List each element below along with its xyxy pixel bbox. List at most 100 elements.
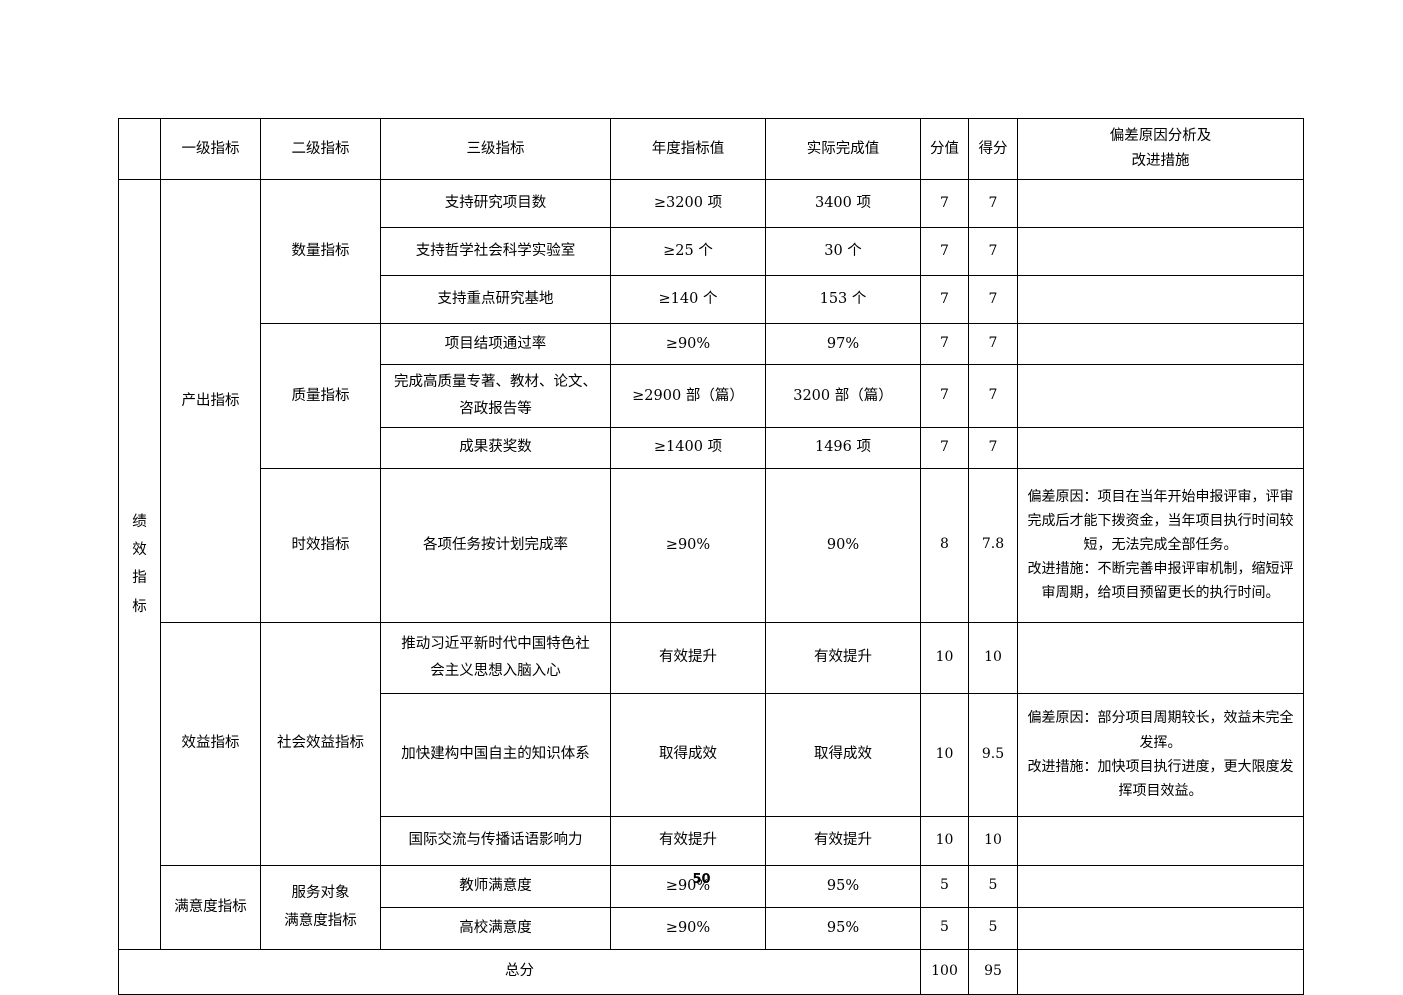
indicator-name: 支持重点研究基地 — [380, 275, 611, 324]
score-earned: 10 — [968, 621, 1018, 694]
indicator-name: 完成高质量专著、教材、论文、 咨政报告等 — [380, 364, 611, 428]
table-row: 成果获奖数 ≥1400 项 1496 项 7 7 — [119, 426, 1304, 469]
indicator-name: 支持哲学社会科学实验室 — [380, 227, 611, 276]
table-row: 效益指标 社会效益指标 推动习近平新时代中国特色社 会主义思想入脑入心 有效提升… — [119, 621, 1304, 866]
score-earned: 7 — [968, 275, 1018, 324]
actual-completed-value: 1496 项 — [765, 426, 921, 469]
deviation-note — [1017, 815, 1304, 866]
subgroup-quantity-indicator: 数量指标 — [260, 179, 381, 324]
annual-target-value: ≥25 个 — [610, 227, 766, 276]
table-row: 加快建构中国自主的知识体系 取得成效 取得成效 10 9.5 偏差原因：部分项目… — [119, 692, 1304, 817]
score-value: 10 — [920, 815, 969, 866]
subgroup-quality-indicator: 质量指标 — [260, 323, 381, 469]
annual-target-value: ≥140 个 — [610, 275, 766, 324]
score-value: 7 — [920, 364, 969, 428]
vertical-char-2: 效 — [132, 542, 147, 559]
deviation-note — [1017, 364, 1304, 428]
score-value: 5 — [920, 906, 969, 950]
performance-table-container: 一级指标 二级指标 三级指标 年度指标值 实际完成值 分值 得分 偏差原因分析及… — [118, 118, 1304, 995]
score-earned: 7.8 — [968, 467, 1018, 623]
annual-target-value: 有效提升 — [610, 815, 766, 866]
improvement-measure: 改进措施：不断完善申报评审机制，缩短评审周期，给项目预留更长的执行时间。 — [1027, 561, 1294, 602]
indicator-name-line1: 推动习近平新时代中国特色社 — [401, 635, 590, 652]
header-level1: 一级指标 — [160, 118, 261, 180]
deviation-note — [1017, 323, 1304, 365]
performance-indicator-table: 一级指标 二级指标 三级指标 年度指标值 实际完成值 分值 得分 偏差原因分析及… — [118, 118, 1304, 995]
header-corner-blank — [118, 118, 161, 180]
indicator-name: 加快建构中国自主的知识体系 — [380, 692, 611, 817]
header-level3: 三级指标 — [380, 118, 611, 180]
score-earned: 7 — [968, 323, 1018, 365]
table-row: 支持哲学社会科学实验室 ≥25 个 30 个 7 7 — [119, 227, 1304, 276]
vertical-char-3: 指 — [132, 570, 147, 587]
deviation-note: 偏差原因：项目在当年开始申报评审，评审完成后才能下拨资金，当年项目执行时间较短，… — [1017, 467, 1304, 623]
group-output-indicator: 产出指标 — [160, 179, 261, 623]
group-benefit-indicator: 效益指标 — [160, 621, 261, 866]
indicator-name-line1: 完成高质量专著、教材、论文、 — [394, 374, 597, 390]
subgroup-social-benefit-indicator: 社会效益指标 — [260, 621, 381, 866]
deviation-note — [1017, 179, 1304, 228]
score-value: 10 — [920, 692, 969, 817]
actual-completed-value: 有效提升 — [765, 815, 921, 866]
group-satisfaction-indicator: 满意度指标 — [160, 864, 261, 950]
table-row: 满意度指标 服务对象 满意度指标 教师满意度 ≥90% 95% 5 5 — [119, 864, 1304, 950]
row-label-performance-indicator: 绩 效 指 标 — [118, 179, 161, 950]
table-header-row: 一级指标 二级指标 三级指标 年度指标值 实际完成值 分值 得分 偏差原因分析及… — [118, 118, 1304, 180]
score-earned: 7 — [968, 179, 1018, 228]
score-earned: 5 — [968, 906, 1018, 950]
actual-completed-value: 153 个 — [765, 275, 921, 324]
header-score-earned: 得分 — [968, 118, 1018, 180]
table-row: 时效指标 各项任务按计划完成率 ≥90% 90% 8 7.8 偏差原因：项目在当… — [119, 467, 1304, 623]
table-total-row: 总分 100 95 — [118, 948, 1304, 995]
deviation-note — [1017, 906, 1304, 950]
annual-target-value: 有效提升 — [610, 621, 766, 694]
score-value: 7 — [920, 275, 969, 324]
deviation-reason: 偏差原因：部分项目周期较长，效益未完全发挥。 — [1027, 710, 1294, 751]
header-score-value: 分值 — [920, 118, 969, 180]
table-row: 支持重点研究基地 ≥140 个 153 个 7 7 — [119, 275, 1304, 324]
total-deviation-note — [1017, 948, 1304, 995]
annual-target-value: ≥1400 项 — [610, 426, 766, 469]
actual-completed-value: 30 个 — [765, 227, 921, 276]
header-annual-target: 年度指标值 — [610, 118, 766, 180]
deviation-note — [1017, 621, 1304, 694]
actual-completed-value: 95% — [765, 864, 921, 908]
actual-completed-value: 3200 部（篇） — [765, 364, 921, 428]
annual-target-value: ≥2900 部（篇） — [610, 364, 766, 428]
table-row: 质量指标 项目结项通过率 ≥90% 97% 7 7 — [119, 323, 1304, 469]
score-value: 7 — [920, 323, 969, 365]
actual-completed-value: 3400 项 — [765, 179, 921, 228]
indicator-name-line2: 会主义思想入脑入心 — [430, 662, 561, 679]
indicator-name: 项目结项通过率 — [380, 323, 611, 365]
score-value: 7 — [920, 426, 969, 469]
indicator-name: 成果获奖数 — [380, 426, 611, 469]
score-earned: 7 — [968, 426, 1018, 469]
actual-completed-value: 90% — [765, 467, 921, 623]
annual-target-value: ≥90% — [610, 467, 766, 623]
deviation-note — [1017, 426, 1304, 469]
header-deviation-line1: 偏差原因分析及 — [1109, 128, 1212, 145]
annual-target-value: 取得成效 — [610, 692, 766, 817]
actual-completed-value: 有效提升 — [765, 621, 921, 694]
actual-completed-value: 95% — [765, 906, 921, 950]
score-earned: 7 — [968, 227, 1018, 276]
annual-target-value: ≥90% — [610, 323, 766, 365]
header-level2: 二级指标 — [260, 118, 381, 180]
subgroup-service-target-satisfaction: 服务对象 满意度指标 — [260, 864, 381, 950]
actual-completed-value: 97% — [765, 323, 921, 365]
indicator-name: 支持研究项目数 — [380, 179, 611, 228]
annual-target-value: ≥3200 项 — [610, 179, 766, 228]
score-earned: 10 — [968, 815, 1018, 866]
table-row: 完成高质量专著、教材、论文、 咨政报告等 ≥2900 部（篇） 3200 部（篇… — [119, 364, 1304, 428]
deviation-reason: 偏差原因：项目在当年开始申报评审，评审完成后才能下拨资金，当年项目执行时间较短，… — [1027, 488, 1294, 554]
page-number: 50 — [692, 872, 711, 887]
actual-completed-value: 取得成效 — [765, 692, 921, 817]
score-value: 10 — [920, 621, 969, 694]
vertical-char-4: 标 — [132, 598, 147, 615]
annual-target-value: ≥90% — [610, 906, 766, 950]
deviation-note — [1017, 275, 1304, 324]
total-score-value: 100 — [920, 948, 969, 995]
table-row: 绩 效 指 标 产出指标 数量指标 支持研究项目数 ≥3200 项 3400 项… — [118, 179, 1304, 950]
vertical-char-1: 绩 — [132, 513, 147, 530]
